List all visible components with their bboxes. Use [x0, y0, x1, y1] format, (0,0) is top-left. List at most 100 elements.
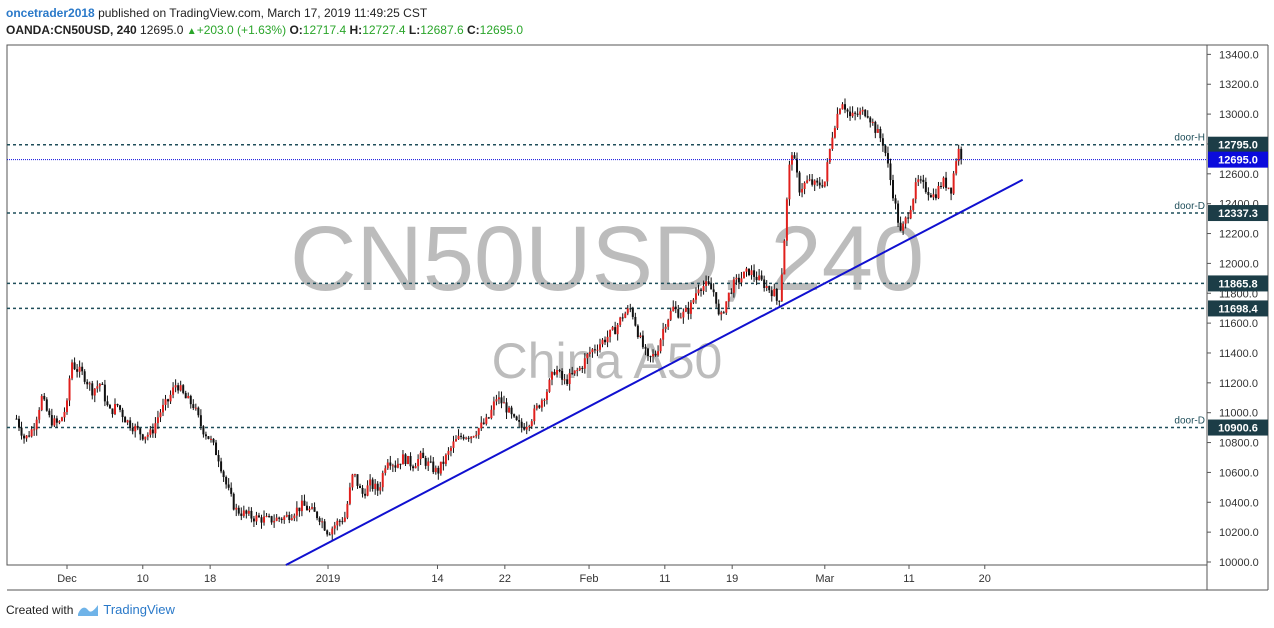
y-tick-label: 10600.0	[1219, 467, 1259, 479]
candle-body	[151, 429, 154, 434]
candle-body	[427, 461, 430, 466]
level-label: 11698.4	[1218, 303, 1258, 315]
tradingview-link[interactable]: TradingView	[103, 602, 175, 617]
candle-body	[399, 463, 402, 465]
candle-body	[60, 417, 63, 422]
candle-body	[902, 223, 905, 231]
candle-body	[68, 378, 71, 401]
level-label: 11865.8	[1218, 278, 1257, 290]
candle-body	[566, 379, 569, 385]
candle-body	[30, 429, 33, 437]
candle-body	[641, 335, 644, 348]
candle-body	[844, 104, 847, 110]
candle-body	[763, 279, 766, 288]
candle-body	[879, 128, 882, 139]
candle-body	[303, 500, 306, 506]
author-link[interactable]: oncetrader2018	[6, 6, 95, 20]
candle-body	[871, 121, 874, 123]
candle-body	[222, 471, 225, 478]
candle-body	[419, 452, 422, 460]
candle-body	[783, 240, 786, 275]
candle-body	[53, 418, 56, 426]
symbol-label: OANDA:CN50USD, 240	[6, 23, 137, 37]
candle-body	[43, 395, 46, 400]
candle-body	[371, 479, 374, 489]
candle-body	[758, 275, 761, 281]
publish-line: oncetrader2018 published on TradingView.…	[6, 5, 523, 21]
candle-body	[745, 268, 748, 272]
candle-body	[381, 472, 384, 488]
candle-body	[376, 483, 379, 491]
candle-body	[270, 516, 273, 523]
candle-body	[922, 179, 925, 182]
candle-body	[525, 426, 528, 430]
level-label: 12337.3	[1218, 208, 1258, 220]
candle-body	[429, 461, 432, 463]
candle-body	[652, 354, 655, 357]
candle-body	[702, 286, 705, 291]
candle-body	[283, 516, 286, 520]
candle-body	[124, 417, 127, 423]
candle-body	[154, 423, 157, 434]
candle-body	[232, 493, 235, 510]
candle-body	[356, 474, 359, 486]
candle-body	[864, 109, 867, 117]
candle-body	[626, 308, 629, 314]
candle-body	[561, 370, 564, 380]
candle-body	[553, 371, 556, 375]
candle-body	[548, 379, 551, 392]
candle-body	[247, 510, 250, 514]
candles	[15, 98, 963, 540]
candle-body	[520, 421, 523, 428]
candle-body	[740, 278, 743, 283]
candle-body	[558, 370, 561, 372]
y-tick-label: 13400.0	[1219, 49, 1259, 61]
candle-body	[513, 414, 516, 417]
candle-body	[917, 179, 920, 183]
candle-body	[384, 468, 387, 473]
candle-body	[957, 148, 960, 162]
candle-body	[662, 328, 665, 340]
candle-body	[15, 418, 18, 420]
candle-body	[444, 454, 447, 464]
candle-body	[313, 507, 316, 512]
candle-body	[364, 493, 367, 496]
candle-body	[106, 401, 109, 406]
candle-body	[899, 222, 902, 231]
candle-body	[199, 415, 202, 427]
candle-body	[636, 325, 639, 338]
trendline[interactable]	[285, 178, 1024, 566]
candle-body	[573, 370, 576, 374]
candle-body	[727, 292, 730, 302]
candle-body	[606, 336, 609, 343]
candle-body	[230, 487, 233, 494]
candle-body	[523, 427, 526, 430]
candle-body	[462, 436, 465, 439]
candle-body	[252, 518, 255, 522]
candle-body	[111, 408, 114, 415]
candle-body	[386, 462, 389, 469]
candle-body	[881, 138, 884, 146]
candle-body	[366, 485, 369, 496]
candle-body	[245, 510, 248, 514]
candle-body	[692, 299, 695, 303]
candle-body	[189, 395, 192, 405]
x-tick-label: 2019	[316, 573, 340, 585]
candle-body	[194, 407, 197, 409]
candle-body	[81, 366, 84, 372]
y-tick-label: 12000.0	[1219, 258, 1259, 270]
candle-body	[518, 420, 521, 422]
y-tick-label: 12600.0	[1219, 169, 1259, 181]
time-axis: Dec 10 18 2019 14 22 Feb 11 19 Mar 11 20	[57, 565, 991, 585]
candle-body	[854, 112, 857, 114]
candle-body	[207, 436, 210, 439]
candle-body	[945, 177, 948, 188]
candle-body	[730, 292, 733, 294]
candle-body	[639, 335, 642, 338]
high-label: H:	[349, 23, 363, 37]
candle-body	[677, 309, 680, 318]
candle-body	[192, 404, 195, 409]
candle-body	[798, 172, 801, 193]
candle-body	[215, 442, 218, 456]
